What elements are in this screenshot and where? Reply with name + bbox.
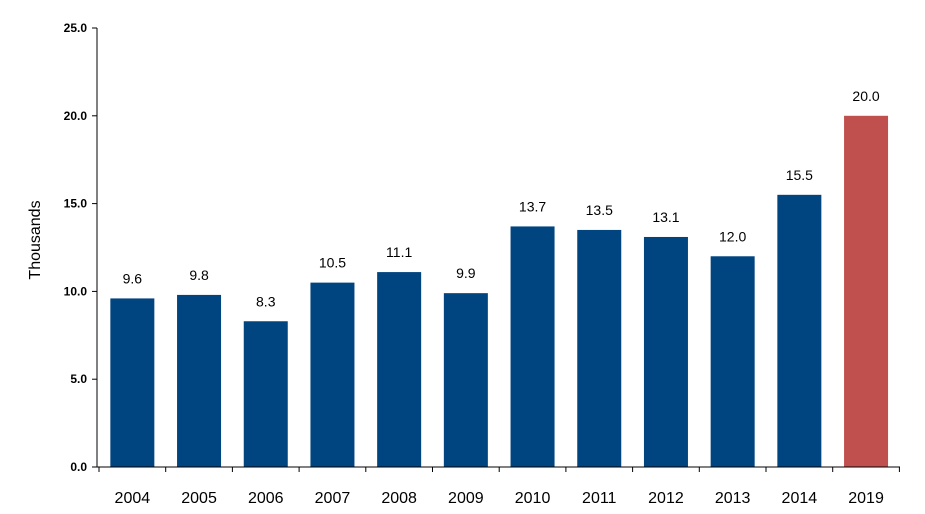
bar-2006 [243, 321, 288, 467]
x-tick-label: 2009 [448, 490, 484, 507]
bar-2014 [777, 194, 822, 467]
bar-2004 [110, 298, 155, 467]
bar-2013 [710, 256, 755, 467]
x-tick-label: 2004 [115, 490, 151, 507]
y-tick-label: 10.0 [64, 284, 88, 298]
bar-2008 [377, 272, 422, 467]
data-label-2012: 13.1 [652, 209, 679, 225]
y-axis: 0.0 5.0 10.0 15.0 20.0 25.0 [64, 21, 98, 474]
x-tick-label: 2006 [248, 490, 284, 507]
y-axis-title: Thousands [27, 200, 44, 279]
data-labels-group: 9.6 9.8 8.3 10.5 11.1 9.9 13.7 13.5 13.1 12.0 15.5… [123, 88, 880, 309]
bar-2007 [310, 282, 355, 467]
x-axis: 2004 2005 2006 2007 2008 2009 2010 2011 2012 2013… [97, 466, 900, 507]
data-label-2011: 13.5 [586, 202, 613, 218]
x-tick-label: 2008 [381, 490, 417, 507]
data-label-2006: 8.3 [256, 293, 276, 309]
data-label-2013: 12.0 [719, 228, 746, 244]
bar-2011 [577, 229, 622, 467]
x-tick-label: 2012 [648, 490, 684, 507]
data-label-2014: 15.5 [786, 167, 813, 183]
bar-2010 [510, 226, 555, 467]
y-tick-label: 25.0 [64, 21, 88, 35]
data-label-2008: 11.1 [386, 244, 412, 260]
x-tick-label: 2014 [782, 490, 818, 507]
data-label-2010: 13.7 [519, 198, 546, 214]
bar-2019 [844, 115, 889, 468]
bars-group [110, 115, 889, 468]
bar-2009 [443, 293, 488, 467]
y-tick-label: 0.0 [70, 460, 87, 474]
y-tick-label: 15.0 [64, 197, 88, 211]
x-tick-label: 2013 [715, 490, 751, 507]
data-label-2019: 20.0 [852, 88, 879, 104]
x-tick-label: 2019 [848, 490, 884, 507]
bar-2005 [177, 294, 222, 467]
data-label-2009: 9.9 [456, 265, 476, 281]
x-tick-label: 2007 [315, 490, 351, 507]
x-tick-label: 2011 [582, 490, 617, 507]
data-label-2004: 9.6 [123, 270, 143, 286]
x-tick-label: 2005 [181, 490, 217, 507]
y-tick-label: 20.0 [64, 109, 88, 123]
data-label-2007: 10.5 [319, 255, 346, 271]
data-label-2005: 9.8 [189, 267, 209, 283]
bar-2012 [643, 236, 688, 467]
y-tick-label: 5.0 [70, 372, 87, 386]
x-tick-label: 2010 [515, 490, 551, 507]
